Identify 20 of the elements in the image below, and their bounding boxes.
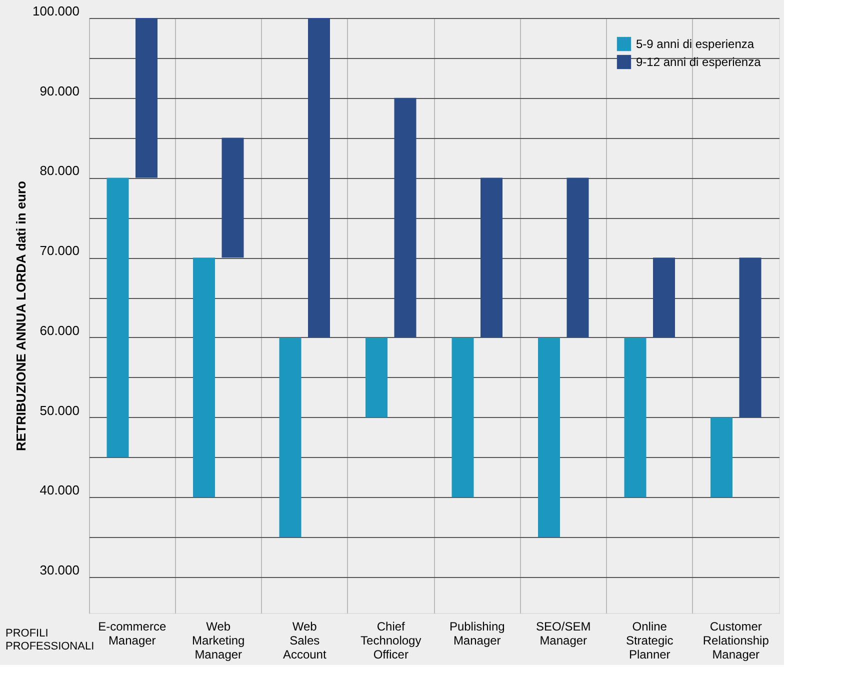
x-tick-label: Online Strategic Planner bbox=[626, 620, 674, 662]
y-tick-label: 60.000 bbox=[40, 322, 80, 338]
x-tick-label: Publishing Manager bbox=[449, 620, 505, 648]
y-tick-label: 100.000 bbox=[32, 4, 80, 18]
x-tick-label: E-commerce Manager bbox=[98, 620, 166, 648]
y-tick-label: 70.000 bbox=[40, 243, 80, 258]
y-tick-label: 90.000 bbox=[40, 83, 80, 98]
x-tick-label: Chief Technology Officer bbox=[360, 620, 422, 662]
x-tick-label: Web Sales Account bbox=[282, 620, 327, 662]
x-tick-label: Customer Relationship Manager bbox=[702, 620, 770, 662]
y-tick-label: 40.000 bbox=[40, 482, 80, 498]
x-tick-label: Web Marketing Manager bbox=[192, 620, 245, 662]
y-tick-label: 30.000 bbox=[40, 562, 80, 578]
y-tick-label: 80.000 bbox=[40, 163, 80, 178]
x-tick-label: SEO/SEM Manager bbox=[536, 620, 591, 648]
y-tick-label: 50.000 bbox=[40, 402, 80, 418]
x-axis-title: PROFILI PROFESSIONALI bbox=[6, 628, 94, 652]
legend-label: 5-9 anni di esperienza bbox=[636, 37, 754, 51]
legend-label: 9-12 anni di esperienza bbox=[636, 55, 762, 69]
y-axis-title: RETRIBUZIONE ANNUA LORDA dati in euro bbox=[14, 180, 29, 452]
